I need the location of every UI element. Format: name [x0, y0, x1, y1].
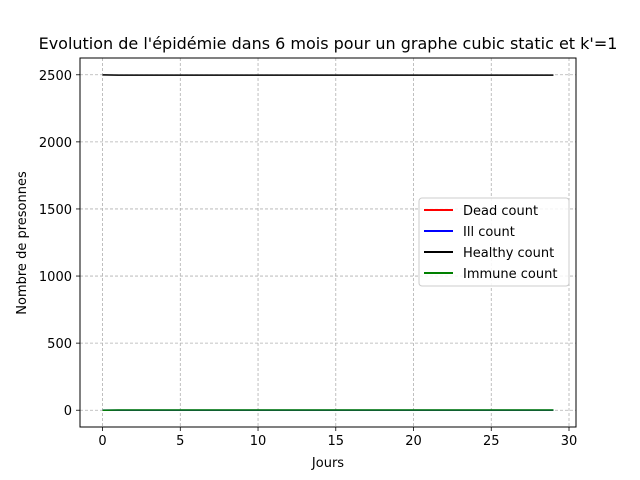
chart-title: Evolution de l'épidémie dans 6 mois pour…: [39, 34, 618, 53]
y-tick-label: 500: [47, 337, 72, 352]
y-ticks: 0 500 1000 1500 2000 2500: [39, 69, 80, 419]
y-axis-label: Nombre de presonnes: [15, 171, 30, 315]
x-tick-label: 0: [98, 434, 106, 449]
legend-label-healthy-count: Healthy count: [463, 246, 554, 261]
x-tick-label: 5: [176, 434, 184, 449]
legend-label-immune-count: Immune count: [463, 267, 557, 282]
y-tick-label: 1500: [39, 203, 72, 218]
x-tick-label: 30: [561, 434, 578, 449]
x-tick-label: 25: [483, 434, 500, 449]
series-layer: [102, 74, 554, 411]
y-tick-label: 2000: [39, 136, 72, 151]
x-tick-label: 15: [328, 434, 345, 449]
x-ticks: 0 5 10 15 20 25 30: [98, 427, 577, 449]
legend-label-dead-count: Dead count: [463, 204, 538, 219]
plot-frame: [79, 57, 577, 428]
y-tick-label: 2500: [39, 69, 72, 84]
legend-box: [418, 197, 570, 287]
x-tick-label: 10: [250, 434, 267, 449]
y-tick-label: 0: [64, 404, 72, 419]
y-tick-label: 1000: [39, 270, 72, 285]
x-tick-label: 20: [405, 434, 422, 449]
x-axis-label: Jours: [311, 456, 344, 471]
legend-label-ill-count: Ill count: [463, 225, 515, 240]
legend: Dead count Ill count Healthy count Immune c…: [418, 197, 570, 287]
